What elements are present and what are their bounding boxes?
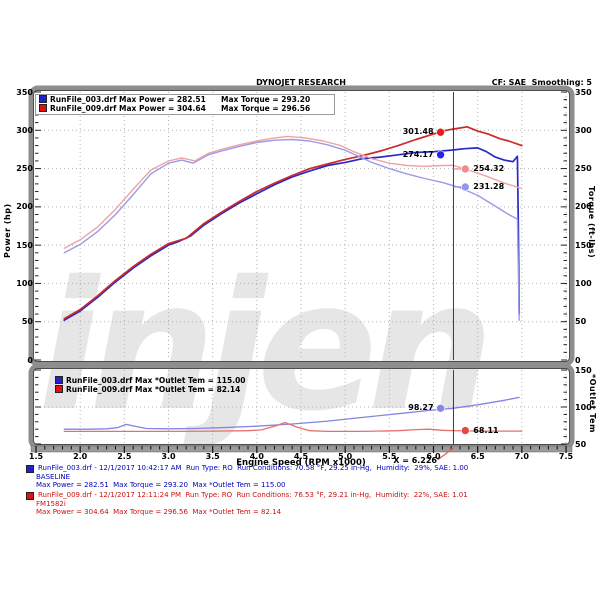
rpm-axis-tick-label: 6.0	[426, 452, 441, 461]
run2-file-label: RunFile_009.drf	[50, 104, 117, 113]
brand-title: DYNOJET RESEARCH	[256, 78, 346, 87]
run1-max-power: Max Power = 282.51	[119, 95, 206, 104]
outlet-legend: RunFile_003.drf Max *Outlet Tem = 115.00…	[55, 376, 246, 395]
rpm-axis-tick-label: 5.5	[382, 452, 397, 461]
torque-axis-tick-label: 350	[575, 87, 592, 97]
run1-file-label: RunFile_003.drf	[50, 95, 117, 104]
cursor-value-label: 301.48	[402, 127, 434, 137]
outlet-axis-tick-label: 50	[575, 439, 587, 449]
rpm-axis-tick-label: 4.0	[249, 452, 264, 461]
run2-conditions: RunFile_009.drf - 12/1/2017 12:11:24 PM …	[38, 491, 468, 499]
torque-axis-tick-label: 300	[575, 125, 592, 135]
cursor-value-dot	[436, 403, 445, 413]
run1-info-line1: RunFile_003.drf - 12/1/2017 10:42:17 AM …	[26, 464, 586, 473]
cursor-value-label: 68.11	[473, 425, 499, 435]
cursor-value-dot	[460, 182, 470, 192]
run1-color-swatch	[26, 465, 34, 473]
power-axis-tick-label: 100	[16, 278, 33, 288]
run1-conditions: RunFile_003.drf - 12/1/2017 10:42:17 AM …	[38, 464, 469, 472]
run1-maxima: Max Power = 282.51 Max Torque = 293.20 M…	[36, 481, 286, 489]
cursor-value-label: 98.27	[408, 403, 434, 413]
cursor-value-dot	[460, 426, 470, 435]
cursor-value-dot	[436, 127, 445, 137]
torque-axis-tick-label: 100	[575, 278, 592, 288]
torque-axis-tick-label: 0	[575, 355, 581, 365]
rpm-axis-tick-label: 2.5	[117, 452, 132, 461]
cursor-value-dot	[460, 164, 470, 174]
run1-max-torque: Max Torque = 293.20	[221, 95, 311, 104]
rpm-axis-tick-label: 6.5	[470, 452, 485, 461]
legend-row-run2: RunFile_009.drf Max Power = 304.64 Max T…	[39, 104, 334, 114]
power-axis-tick-label: 300	[16, 125, 33, 135]
run2-color-swatch	[55, 385, 63, 393]
x-axis-title: Engine Speed (RPM x1000)	[236, 458, 366, 468]
cursor-value-label: 254.32	[473, 163, 505, 173]
run1-color-swatch	[39, 95, 47, 103]
rpm-axis-tick-label: 7.0	[514, 452, 529, 461]
rpm-axis-tick-label: 5.0	[338, 452, 353, 461]
outlet-legend-row-run1: RunFile_003.drf Max *Outlet Tem = 115.00	[55, 376, 246, 386]
run2-outlet-max: RunFile_009.drf Max *Outlet Tem = 82.14	[66, 385, 241, 394]
cursor-value-label: 274.17	[402, 149, 434, 159]
main-legend: RunFile_003.drf Max Power = 282.51 Max T…	[35, 94, 335, 115]
run1-tune-label: BASELINE	[36, 473, 71, 481]
run1-color-swatch	[55, 376, 63, 384]
run2-max-power: Max Power = 304.64	[119, 104, 206, 113]
run1-info-block: RunFile_003.drf - 12/1/2017 10:42:17 AM …	[26, 464, 586, 489]
run2-info-block: RunFile_009.drf - 12/1/2017 12:11:24 PM …	[26, 491, 586, 516]
main-graph-area[interactable]	[36, 92, 566, 360]
run2-tune-label: FM1582i	[36, 500, 66, 508]
power-axis-tick-label: 200	[16, 202, 33, 212]
torque-axis-title: Torque (ft-lbs)	[587, 186, 596, 259]
torque-axis-tick-label: 250	[575, 164, 592, 174]
rpm-axis-tick-label: 2.0	[73, 452, 88, 461]
cursor-value-label: 231.28	[473, 181, 505, 191]
run2-maxima: Max Power = 304.64 Max Torque = 296.56 M…	[36, 508, 282, 516]
run2-max-torque: Max Torque = 296.56	[221, 104, 311, 113]
rpm-axis-tick-label: 7.5	[558, 452, 574, 461]
rpm-axis-tick-label: 3.5	[205, 452, 220, 461]
power-axis-tick-label: 0	[27, 355, 33, 365]
torque-axis-tick-label: 150	[575, 240, 592, 250]
injen-watermark: injen	[38, 243, 494, 450]
power-axis-tick-label: 250	[16, 164, 33, 174]
run2-color-swatch	[39, 104, 47, 112]
torque-axis-tick-label: 200	[575, 202, 592, 212]
run1-outlet-max: RunFile_003.drf Max *Outlet Tem = 115.00	[66, 376, 246, 385]
outlet-axis-tick-label: 150	[575, 365, 592, 375]
power-axis-tick-label: 350	[16, 87, 33, 97]
outlet-legend-row-run2: RunFile_009.drf Max *Outlet Tem = 82.14	[55, 385, 246, 395]
run-info-footer: RunFile_003.drf - 12/1/2017 10:42:17 AM …	[26, 464, 586, 518]
run2-info-line1: RunFile_009.drf - 12/1/2017 12:11:24 PM …	[26, 491, 586, 500]
outlet-axis-tick-label: 100	[575, 402, 592, 412]
rpm-axis-tick-label: 3.0	[161, 452, 176, 461]
cursor-value-dot	[436, 150, 445, 160]
outlet-axis-title: *Outlet Tem	[588, 374, 597, 433]
power-axis-tick-label: 150	[16, 240, 33, 250]
rpm-axis-tick-label: 1.5	[28, 452, 44, 461]
power-axis-tick-label: 50	[21, 317, 33, 327]
legend-row-run1: RunFile_003.drf Max Power = 282.51 Max T…	[39, 95, 334, 105]
rpm-axis-tick-label: 4.5	[293, 452, 309, 461]
run2-color-swatch	[26, 492, 34, 500]
torque-axis-tick-label: 50	[575, 317, 587, 327]
cursor-x-readout: X = 6.226	[393, 456, 437, 465]
correction-smoothing-label: CF: SAE Smoothing: 5	[491, 78, 592, 87]
